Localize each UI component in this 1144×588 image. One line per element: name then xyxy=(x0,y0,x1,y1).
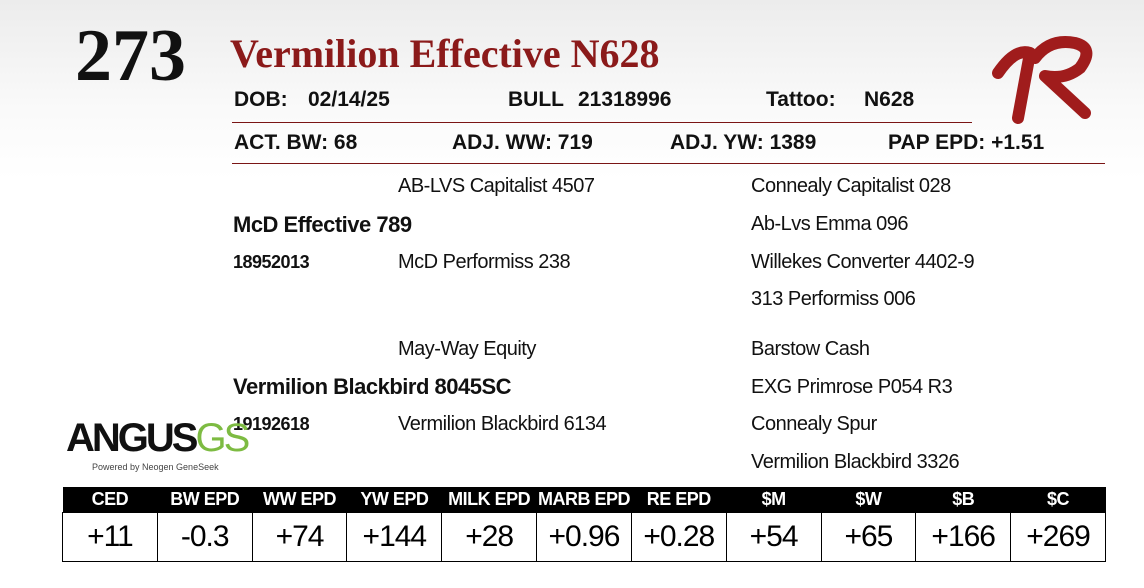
epd-header: BW EPD xyxy=(157,487,253,513)
sex: BULL xyxy=(508,88,564,111)
epd-header: YW EPD xyxy=(346,487,442,513)
stat: ADJ. YW: 1389 xyxy=(670,131,817,154)
registration: 21318996 xyxy=(578,88,672,111)
brand-logo xyxy=(992,36,1093,124)
epd-value: +0.28 xyxy=(630,512,727,562)
stat: PAP EPD: +1.51 xyxy=(888,131,1045,154)
epd-header: MILK EPD xyxy=(441,487,537,513)
epd-header: CED xyxy=(62,487,158,513)
sire-sire: AB-LVS Capitalist 4507 xyxy=(398,175,595,197)
epd-header: WW EPD xyxy=(252,487,347,513)
lot-number: 273 xyxy=(75,15,186,97)
epd-value: +74 xyxy=(251,512,348,562)
angus-logo: ANGUSGS xyxy=(66,416,250,461)
grandparent: 313 Performiss 006 xyxy=(751,288,916,310)
tattoo-label: Tattoo: xyxy=(766,88,836,111)
epd-header: $M xyxy=(726,487,821,513)
sire: McD Effective 789 xyxy=(233,212,412,237)
epd-value: +0.96 xyxy=(536,512,632,562)
epd-header: RE EPD xyxy=(631,487,727,513)
grandparent: Connealy Spur xyxy=(751,413,877,435)
value-row: +11 -0.3 +74 +144 +28 +0.96 +0.28 +54 +65 +166 +26… xyxy=(62,512,1106,562)
rule xyxy=(232,122,972,123)
grandparent: Barstow Cash xyxy=(751,338,870,360)
dob-label: DOB: xyxy=(234,88,288,111)
stat: ACT. BW: 68 xyxy=(234,131,358,154)
title: Vermilion Effective N628 xyxy=(230,31,660,76)
dam-reg: 19192618 xyxy=(233,414,310,434)
grandparent: EXG Primrose P054 R3 xyxy=(751,376,953,398)
grandparent: Vermilion Blackbird 3326 xyxy=(751,451,960,473)
dam: Vermilion Blackbird 8045SC xyxy=(233,374,512,399)
dam-dam: Vermilion Blackbird 6134 xyxy=(398,413,607,435)
epd-value: +65 xyxy=(820,512,917,562)
epd-table: CED BW EPD WW EPD YW EPD MILK EPD MARB EPD RE … xyxy=(62,487,1106,562)
sire-dam: McD Performiss 238 xyxy=(398,251,571,273)
dob: 02/14/25 xyxy=(308,88,390,111)
epd-value: +166 xyxy=(915,512,1012,562)
header-row: CED BW EPD WW EPD YW EPD MILK EPD MARB EPD RE … xyxy=(62,487,1106,513)
logo-angus: ANGUS xyxy=(66,416,198,460)
epd-header: $W xyxy=(821,487,916,513)
stat: ADJ. WW: 719 xyxy=(452,131,593,154)
epd-value: +28 xyxy=(441,512,538,562)
epd-value: +269 xyxy=(1010,512,1106,562)
epd-header: $C xyxy=(1010,487,1106,513)
rule xyxy=(232,163,1105,164)
epd-header: MARB EPD xyxy=(536,487,632,513)
grandparent: Ab-Lvs Emma 096 xyxy=(751,213,909,235)
epd-value: +54 xyxy=(725,512,822,562)
epd-value: +144 xyxy=(346,512,443,562)
logo-tagline: Powered by Neogen GeneSeek xyxy=(92,462,219,472)
epd-value: +11 xyxy=(62,512,158,562)
sire-reg: 18952013 xyxy=(233,252,310,272)
logo-gs: GS xyxy=(195,416,250,460)
grandparent: Connealy Capitalist 028 xyxy=(751,175,951,197)
epd-header: $B xyxy=(915,487,1011,513)
epd-value: -0.3 xyxy=(156,512,253,562)
dam-sire: May-Way Equity xyxy=(398,338,536,360)
tattoo: N628 xyxy=(864,88,915,111)
grandparent: Willekes Converter 4402-9 xyxy=(751,251,975,273)
